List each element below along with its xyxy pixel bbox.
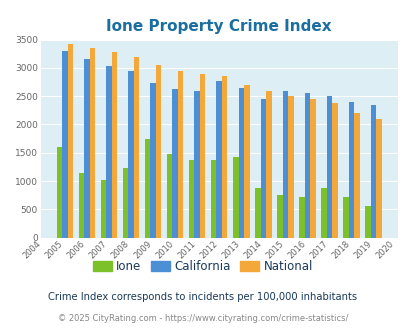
Bar (177, 71, 183, 238)
Bar (243, 85, 249, 238)
Bar (57, 147, 62, 238)
Bar (348, 102, 353, 238)
Bar (342, 197, 348, 238)
Bar (238, 88, 243, 238)
Bar (134, 56, 139, 238)
Bar (172, 89, 177, 238)
Bar (90, 48, 95, 238)
Bar (353, 113, 359, 238)
Bar (79, 173, 84, 238)
Bar (326, 96, 331, 238)
Title: Ione Property Crime Index: Ione Property Crime Index (106, 19, 331, 34)
Bar (156, 65, 161, 238)
Bar (370, 105, 375, 238)
Bar (331, 103, 337, 238)
Bar (112, 52, 117, 238)
Bar (150, 83, 156, 238)
Bar (304, 93, 309, 238)
Bar (62, 51, 68, 238)
Bar (194, 90, 200, 238)
Bar (287, 96, 293, 238)
Bar (188, 160, 194, 238)
Bar (265, 90, 271, 238)
Bar (282, 90, 287, 238)
Bar (364, 207, 370, 238)
Bar (166, 154, 172, 238)
Bar (216, 81, 222, 238)
Bar (298, 197, 304, 238)
Bar (106, 66, 112, 238)
Bar (320, 188, 326, 238)
Bar (260, 99, 265, 238)
Legend: Ione, California, National: Ione, California, National (88, 255, 317, 278)
Bar (232, 157, 238, 238)
Bar (309, 99, 315, 238)
Bar (123, 168, 128, 238)
Bar (100, 180, 106, 238)
Text: © 2025 CityRating.com - https://www.cityrating.com/crime-statistics/: © 2025 CityRating.com - https://www.city… (58, 314, 347, 323)
Bar (276, 195, 282, 238)
Text: Crime Index corresponds to incidents per 100,000 inhabitants: Crime Index corresponds to incidents per… (48, 292, 357, 302)
Bar (145, 139, 150, 238)
Bar (211, 160, 216, 238)
Bar (254, 188, 260, 238)
Bar (68, 44, 73, 238)
Bar (222, 76, 227, 238)
Bar (128, 71, 134, 238)
Bar (200, 74, 205, 238)
Bar (84, 59, 90, 238)
Bar (375, 119, 381, 238)
